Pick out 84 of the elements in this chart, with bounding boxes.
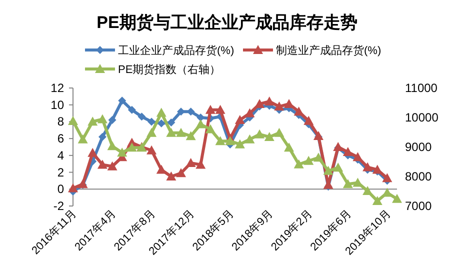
point <box>372 164 382 174</box>
point <box>342 179 353 188</box>
point <box>362 186 373 195</box>
point <box>313 152 324 162</box>
point <box>264 132 274 141</box>
point <box>274 102 284 111</box>
point <box>205 124 216 134</box>
point <box>68 183 78 192</box>
y2-tick-label: 11000 <box>405 81 438 95</box>
point <box>166 172 176 180</box>
point <box>68 116 78 126</box>
point <box>304 116 314 125</box>
point <box>294 159 304 168</box>
point <box>323 166 334 175</box>
point <box>284 142 294 152</box>
point <box>186 131 196 140</box>
point <box>244 108 255 118</box>
point <box>88 116 98 126</box>
point <box>372 196 382 205</box>
point <box>254 99 265 108</box>
point <box>138 112 146 121</box>
y2-tick-label: 8000 <box>405 170 432 184</box>
y-tick-label: -2 <box>53 199 64 213</box>
point <box>88 148 98 157</box>
point <box>107 141 118 150</box>
y-tick-label: 12 <box>50 81 64 95</box>
point <box>304 156 314 165</box>
point <box>215 136 226 146</box>
point <box>176 168 186 178</box>
legend-label: 工业企业产成品存货(%) <box>118 44 234 57</box>
point <box>97 160 108 169</box>
point <box>177 108 185 116</box>
point <box>215 104 226 114</box>
point <box>382 188 392 197</box>
point <box>107 161 118 170</box>
chart-title: PE期货与工业企业产成品库存走势 <box>96 13 358 32</box>
point <box>352 178 363 187</box>
point <box>126 142 137 152</box>
legend-label: 制造业产成品存货(%) <box>276 44 382 57</box>
point <box>205 104 216 114</box>
point <box>234 139 245 148</box>
point <box>196 119 206 128</box>
point <box>333 162 344 172</box>
point <box>264 96 274 106</box>
y2-tick-label: 7000 <box>405 199 432 213</box>
point <box>108 116 116 124</box>
y-tick-label: 8 <box>57 114 64 129</box>
point <box>392 194 402 203</box>
point <box>274 128 284 137</box>
point <box>294 106 304 116</box>
point <box>98 132 106 141</box>
y2-tick-label: 10000 <box>405 110 439 124</box>
point <box>148 118 156 126</box>
y-tick-label: 4 <box>57 148 64 162</box>
point <box>196 160 206 169</box>
point <box>156 108 166 117</box>
point <box>117 148 128 157</box>
y2-tick-label: 9000 <box>405 140 432 154</box>
point <box>362 162 373 172</box>
point <box>176 128 186 137</box>
point <box>234 115 245 124</box>
point <box>97 114 108 124</box>
point <box>284 99 294 108</box>
point <box>225 136 236 146</box>
y-tick-label: 10 <box>50 98 64 112</box>
point <box>166 128 176 137</box>
point <box>78 134 88 144</box>
legend-label: PE期货指数（右轴） <box>118 63 221 76</box>
point <box>382 173 392 182</box>
point <box>352 152 363 162</box>
point <box>342 147 353 156</box>
point <box>146 145 157 154</box>
point <box>128 106 136 114</box>
point <box>118 96 126 105</box>
point <box>254 129 265 138</box>
point <box>167 118 176 127</box>
point <box>156 164 166 174</box>
point <box>186 158 196 168</box>
point <box>146 128 157 137</box>
point <box>244 134 255 144</box>
y-tick-label: 6 <box>57 132 64 146</box>
point <box>157 119 166 128</box>
y-tick-label: 0 <box>57 182 64 196</box>
y-tick-label: 2 <box>57 165 64 180</box>
